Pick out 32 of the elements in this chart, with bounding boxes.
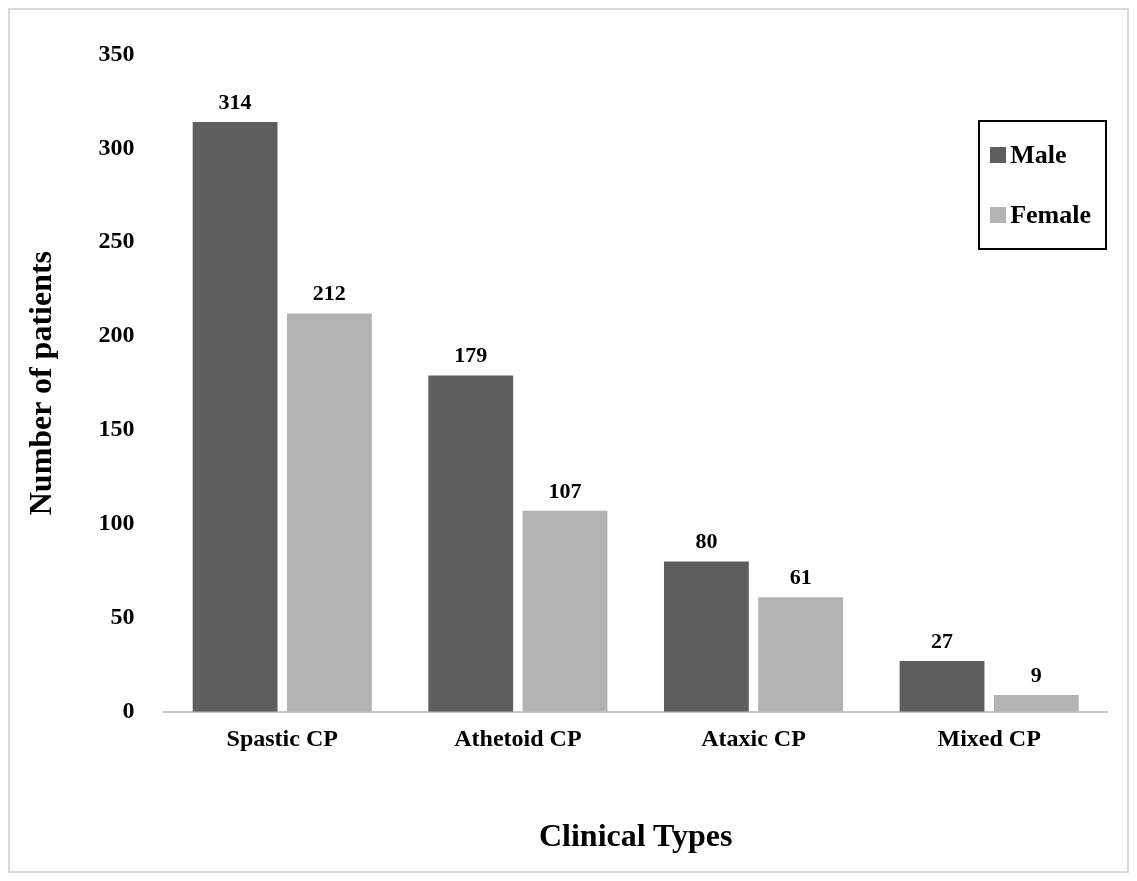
y-tick-label: 300 [98,133,135,160]
x-tick-label: Spastic CP [226,725,338,752]
data-label: 107 [548,477,582,503]
y-tick-label: 350 [98,39,135,66]
y-tick-label: 100 [98,509,135,536]
legend-label: Male [1010,140,1067,170]
legend-label: Female [1010,200,1091,230]
y-tick-label: 50 [110,603,135,630]
data-label: 61 [789,563,812,589]
bar [192,122,278,712]
bar [758,597,844,712]
data-label: 80 [695,528,718,554]
y-tick-label: 150 [98,415,135,442]
data-label: 179 [454,342,488,368]
bar [522,510,608,712]
bar [993,694,1079,712]
data-label: 314 [218,88,252,114]
x-tick-label: Ataxic CP [701,725,806,752]
y-axis-title: Number of patients [22,250,59,516]
x-tick-label: Athetoid CP [454,725,582,752]
data-label: 27 [931,627,954,653]
bar [428,375,514,712]
y-tick-label: 200 [98,321,135,348]
bar [663,561,749,712]
x-axis-title: Clinical Types [538,817,733,854]
bar [286,313,372,712]
data-label: 212 [312,280,346,306]
y-tick-label: 250 [98,227,135,254]
data-label: 9 [1030,661,1042,687]
bar [899,661,985,712]
y-tick-label: 0 [122,697,135,723]
x-tick-label: Mixed CP [937,725,1041,752]
